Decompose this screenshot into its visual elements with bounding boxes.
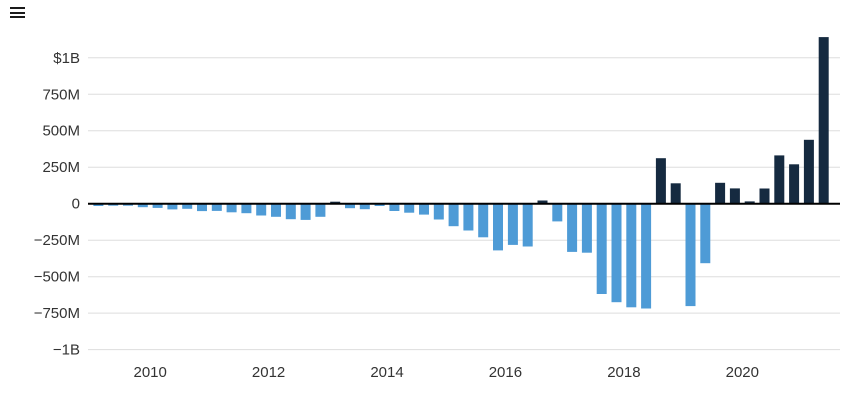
bar xyxy=(137,203,148,208)
bar xyxy=(256,203,267,216)
bar xyxy=(241,203,252,214)
bar xyxy=(641,203,652,309)
bar xyxy=(803,139,814,204)
bar xyxy=(507,203,518,245)
x-tick-label: 2016 xyxy=(489,364,522,381)
bar xyxy=(818,37,829,204)
bar xyxy=(567,203,578,252)
bar xyxy=(685,203,696,307)
bar xyxy=(700,203,711,264)
bar xyxy=(152,203,163,208)
bar xyxy=(715,182,726,204)
x-tick-label: 2012 xyxy=(252,364,285,381)
bar xyxy=(93,203,104,206)
bar xyxy=(537,200,548,204)
bar xyxy=(374,203,385,206)
y-tick-label: −750M xyxy=(34,305,80,322)
bar xyxy=(315,203,326,217)
bar xyxy=(744,201,755,204)
y-tick-label: −500M xyxy=(34,269,80,286)
x-tick-label: 2010 xyxy=(134,364,167,381)
bar xyxy=(197,203,207,212)
hamburger-menu-icon[interactable] xyxy=(10,7,25,18)
x-tick-label: 2020 xyxy=(726,364,759,381)
bar xyxy=(478,203,489,238)
y-tick-label: 250M xyxy=(42,159,80,176)
x-tick-label: 2018 xyxy=(607,364,640,381)
bar xyxy=(611,203,622,303)
bar xyxy=(670,183,681,204)
bar xyxy=(300,203,311,220)
bar xyxy=(285,203,296,220)
bar xyxy=(433,203,444,220)
y-tick-label: 750M xyxy=(42,86,80,103)
bar xyxy=(448,203,459,227)
bar xyxy=(522,203,533,247)
y-tick-label: 0 xyxy=(72,196,80,213)
bar xyxy=(463,203,474,231)
bar xyxy=(729,188,740,204)
bar xyxy=(774,155,785,204)
bar xyxy=(167,203,178,210)
bar xyxy=(493,203,503,251)
y-tick-label: $1B xyxy=(53,50,80,67)
bar xyxy=(359,203,370,210)
bar xyxy=(789,164,800,204)
x-tick-label: 2014 xyxy=(370,364,403,381)
bar xyxy=(581,203,592,253)
bar xyxy=(211,203,222,211)
bar xyxy=(404,203,415,213)
bar xyxy=(552,203,563,222)
bar xyxy=(271,203,281,217)
bar xyxy=(419,203,429,215)
bar xyxy=(596,203,607,294)
bar xyxy=(226,203,237,213)
bar xyxy=(759,188,770,204)
y-tick-label: 500M xyxy=(42,123,80,140)
bar xyxy=(389,203,400,211)
bar xyxy=(626,203,637,308)
bar xyxy=(345,203,355,209)
y-tick-label: −1B xyxy=(53,342,80,359)
y-tick-label: −250M xyxy=(34,232,80,249)
bar xyxy=(655,158,666,204)
bar xyxy=(182,203,193,209)
